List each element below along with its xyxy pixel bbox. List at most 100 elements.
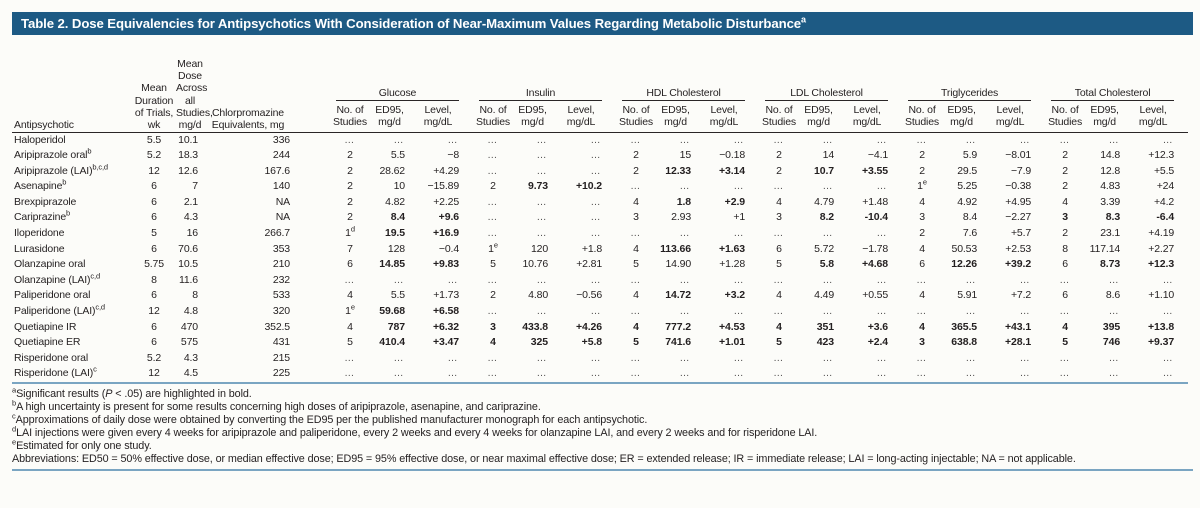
cell: 2 [490, 180, 496, 193]
no-data-ellipsis: … [630, 306, 642, 318]
cell: +1.28 [719, 258, 746, 271]
cell: … [1045, 273, 1085, 289]
cell: … [330, 366, 370, 384]
cell: 4 [347, 289, 353, 302]
cell: 4.3 [183, 211, 198, 224]
cell: 2 [919, 164, 925, 177]
no-data-ellipsis: … [773, 228, 785, 240]
group-header-glucose: Glucose [330, 38, 473, 102]
no-data-ellipsis: … [733, 352, 746, 364]
cell: 2 [919, 149, 925, 162]
sub-column-header: Level, mg/dL [701, 102, 760, 133]
sub-column-header: No. of Studies [330, 102, 370, 133]
cell: … [701, 304, 759, 320]
cell: 14.85 [379, 258, 405, 271]
cell: … [701, 226, 759, 242]
cell: 320 [272, 305, 290, 318]
no-data-ellipsis: … [679, 352, 692, 364]
cell: +3.14 [718, 164, 746, 177]
cell: +2.4 [867, 336, 889, 349]
cell: … [616, 351, 656, 367]
cell: NA [275, 211, 290, 224]
cell: … [987, 132, 1045, 148]
cell: 423 [816, 336, 835, 349]
no-data-ellipsis: … [1019, 134, 1032, 146]
cell: -10.4 [864, 211, 889, 224]
cell: … [558, 304, 616, 320]
cell: … [759, 351, 799, 367]
cell: +16.9 [432, 227, 460, 240]
cell: +1.8 [581, 242, 603, 255]
table-row: Asenapineb 6 7 140 2 10 −15.89 2 9.73 +10.2 … … … … … …… [12, 179, 1188, 195]
cell: 4 [633, 195, 639, 208]
no-data-ellipsis: … [536, 196, 549, 208]
cell: 2 [347, 149, 353, 162]
no-data-ellipsis: … [773, 181, 785, 193]
cell: +6.32 [432, 320, 460, 333]
cell: 244 [272, 149, 290, 162]
cell: 5.5 [146, 133, 162, 146]
cell: 10.76 [522, 258, 549, 271]
cell: … [513, 210, 558, 226]
cell: 4 [633, 242, 639, 255]
cell: … [415, 366, 474, 384]
no-data-ellipsis: … [916, 352, 928, 364]
no-data-ellipsis: … [773, 306, 785, 318]
no-data-ellipsis: … [1059, 274, 1071, 286]
column-header: Mean Duration of Trials, wk [132, 38, 176, 133]
cell: +9.37 [1148, 336, 1175, 349]
no-data-ellipsis: … [393, 368, 405, 380]
cell: +9.83 [432, 258, 460, 271]
cell: … [799, 351, 844, 367]
cell: … [1130, 304, 1188, 320]
cell: … [1085, 132, 1130, 148]
cell: 14 [822, 149, 835, 162]
cell: 28.62 [379, 164, 405, 177]
cell: 5 [776, 258, 782, 271]
cell: 4 [919, 289, 925, 302]
cell: … [844, 273, 902, 289]
no-data-ellipsis: … [344, 134, 356, 146]
cell: 120 [530, 242, 549, 255]
cell: 8 [151, 273, 157, 286]
cell: … [473, 273, 513, 289]
cell: … [701, 351, 759, 367]
cell: 4 [919, 242, 925, 255]
cell: … [558, 132, 616, 148]
cell: 4.3 [183, 351, 198, 364]
cell: 14.72 [665, 289, 692, 302]
cell: … [656, 132, 701, 148]
table-row: Risperidone (LAI)c 12 4.5 225 … … … … … … … … … … … … … …… [12, 366, 1189, 384]
cell: 5.72 [814, 242, 835, 255]
cell: 12.6 [178, 164, 198, 177]
cell: 3 [919, 211, 925, 224]
cell: 336 [272, 133, 290, 146]
no-data-ellipsis: … [679, 134, 692, 146]
no-data-ellipsis: … [822, 134, 835, 146]
cell: 5 [151, 227, 157, 240]
sub-column-header: No. of Studies [616, 102, 657, 133]
cell: … [701, 273, 759, 289]
cell: 12 [148, 164, 160, 177]
cell: 395 [1102, 320, 1121, 333]
no-data-ellipsis: … [630, 352, 642, 364]
cell: 4 [919, 195, 925, 208]
sub-column-header: ED95, mg/d [370, 102, 415, 133]
cell: … [759, 179, 799, 195]
cell: +2.81 [576, 258, 603, 271]
cell: 6 [151, 180, 157, 193]
cell: 5 [347, 336, 353, 349]
cell: 4 [1062, 195, 1068, 208]
cell: … [701, 366, 760, 384]
no-data-ellipsis: … [393, 134, 405, 146]
table-content: Table 2. Dose Equivalencies for Antipsyc… [12, 12, 1193, 471]
no-data-ellipsis: … [1162, 352, 1175, 364]
table-title-footnote-marker: a [801, 14, 806, 25]
cell: +3.47 [432, 336, 460, 349]
cell: 5.2 [146, 351, 162, 364]
no-data-ellipsis: … [733, 181, 746, 193]
drug-name: Aripiprazole oralb [14, 146, 92, 162]
cell: … [370, 132, 415, 148]
no-data-ellipsis: … [536, 134, 549, 146]
